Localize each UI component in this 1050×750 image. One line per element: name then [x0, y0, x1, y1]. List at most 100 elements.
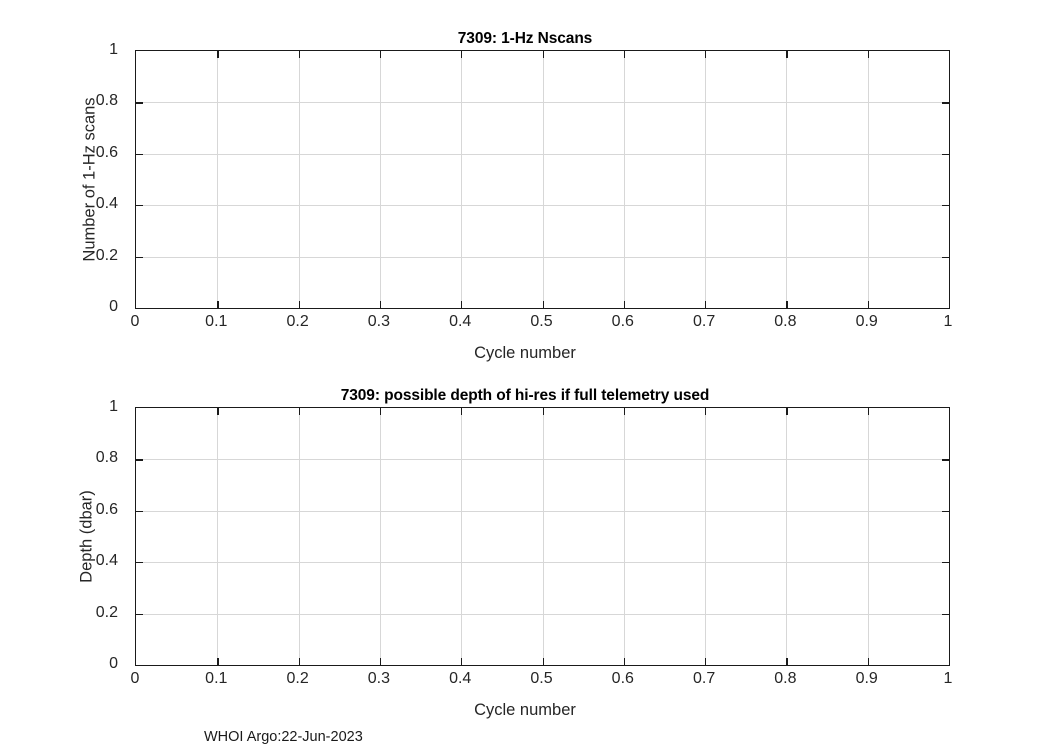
y-tick-mark — [136, 613, 143, 615]
gridline-vertical — [623, 408, 625, 665]
subplot-2-plot-area — [135, 407, 950, 666]
y-tick-mark — [136, 205, 143, 207]
y-tick-label: 0 — [109, 298, 118, 315]
y-tick-mark — [136, 562, 143, 564]
subplot-1-y-tick-labels: 0 0.2 0.4 0.6 0.8 1 — [0, 41, 128, 315]
gridline-horizontal — [136, 256, 949, 258]
x-tick-label: 0.3 — [367, 313, 391, 330]
gridline-vertical — [867, 51, 869, 308]
y-tick-mark — [942, 562, 949, 564]
x-tick-mark — [786, 408, 788, 415]
gridline-vertical — [542, 408, 544, 665]
y-tick-mark — [942, 153, 949, 156]
gridline-vertical — [461, 408, 463, 665]
gridline-horizontal — [136, 562, 949, 564]
x-tick-label: 0.1 — [205, 313, 228, 330]
gridline-vertical — [298, 408, 300, 665]
x-tick-label: 0.2 — [286, 313, 309, 330]
x-tick-mark — [542, 658, 544, 665]
x-tick-mark — [786, 51, 788, 58]
x-tick-mark — [705, 51, 707, 58]
gridline-vertical — [867, 408, 869, 665]
x-tick-mark — [867, 301, 869, 308]
gridline-vertical — [705, 51, 707, 308]
x-tick-mark — [298, 51, 300, 58]
y-tick-label: 0.4 — [95, 195, 118, 213]
subplot-2-title: 7309: possible depth of hi-res if full t… — [340, 387, 710, 404]
x-tick-label: 0.3 — [367, 670, 391, 687]
subplot-2-x-tick-labels: 0 0.1 0.2 0.3 0.4 0.5 0.6 0.7 0.8 0.9 1 — [131, 670, 953, 692]
subplot-nscans: 7309: 1-Hz Nscans 0 0.1 0.2 0.3 0.4 0.5 0.6 0.7… — [0, 30, 953, 362]
gridline-horizontal — [136, 102, 949, 104]
x-tick-mark — [461, 301, 463, 308]
gridline-horizontal — [136, 205, 949, 207]
x-tick-mark — [623, 408, 626, 415]
gridline-horizontal — [136, 459, 949, 461]
subplot-1-x-tick-labels: 0 0.1 0.2 0.3 0.4 0.5 0.6 0.7 0.8 0.9 1 — [131, 313, 953, 335]
gridline-vertical — [542, 51, 544, 308]
x-tick-mark — [786, 301, 788, 308]
subplot-1-title: 7309: 1-Hz Nscans — [457, 30, 593, 47]
x-tick-label: 0 — [130, 313, 140, 330]
gridline-vertical — [786, 408, 788, 665]
x-tick-mark — [217, 51, 219, 58]
x-tick-label: 0.7 — [692, 313, 716, 330]
subplot-2-x-axis-label: Cycle number — [474, 701, 576, 719]
x-tick-label: 0.6 — [611, 670, 634, 687]
x-tick-label: 1 — [943, 670, 953, 687]
x-tick-mark — [379, 301, 382, 308]
x-tick-mark — [867, 658, 869, 665]
x-tick-label: 0.2 — [286, 670, 309, 687]
gridline-vertical — [786, 51, 788, 308]
subplot-2-y-tick-labels: 0 0.2 0.4 0.6 0.8 1 — [0, 398, 128, 672]
x-tick-mark — [379, 51, 382, 58]
y-tick-label: 0.6 — [95, 500, 118, 518]
x-tick-mark — [461, 408, 463, 415]
x-tick-label: 0.5 — [530, 670, 553, 687]
gridline-vertical — [705, 408, 707, 665]
subplot-1-plot-area — [135, 50, 950, 309]
x-tick-mark — [623, 301, 626, 308]
x-tick-label: 0.4 — [449, 670, 472, 687]
x-tick-mark — [542, 408, 544, 415]
y-tick-label: 0.2 — [95, 246, 118, 264]
y-tick-mark — [942, 510, 949, 513]
x-tick-mark — [623, 658, 626, 665]
gridline-horizontal — [136, 613, 949, 615]
x-tick-mark — [217, 408, 219, 415]
gridline-vertical — [623, 51, 625, 308]
x-tick-mark — [379, 658, 382, 665]
y-tick-label: 0.6 — [95, 143, 118, 161]
gridline-vertical — [461, 51, 463, 308]
x-tick-mark — [379, 408, 382, 415]
x-tick-label: 0 — [130, 670, 140, 687]
gridline-horizontal — [136, 153, 949, 155]
y-tick-mark — [136, 102, 143, 104]
y-tick-label: 1 — [109, 41, 118, 58]
subplot-1-x-axis-label: Cycle number — [474, 344, 576, 362]
x-tick-label: 1 — [943, 313, 953, 330]
x-tick-mark — [461, 51, 463, 58]
x-tick-label: 0.4 — [449, 313, 472, 330]
figure-footer-note: WHOI Argo:22-Jun-2023 — [204, 729, 363, 745]
y-tick-mark — [136, 459, 143, 461]
x-tick-mark — [298, 408, 300, 415]
x-tick-label: 0.9 — [855, 313, 878, 330]
y-tick-mark — [942, 256, 949, 258]
x-tick-label: 0.8 — [774, 313, 797, 330]
subplot-1-y-axis-label: Number of 1-Hz scans — [80, 97, 99, 262]
x-tick-label: 0.5 — [530, 313, 553, 330]
x-tick-mark — [542, 301, 544, 308]
y-tick-label: 1 — [109, 398, 118, 415]
x-tick-mark — [705, 408, 707, 415]
gridline-horizontal — [136, 510, 949, 512]
x-tick-mark — [705, 301, 707, 308]
y-tick-mark — [942, 102, 949, 104]
x-tick-mark — [542, 51, 544, 58]
x-tick-mark — [217, 658, 219, 665]
x-tick-mark — [461, 658, 463, 665]
subplot-2-y-axis-label: Depth (dbar) — [77, 490, 96, 583]
subplot-depth: 7309: possible depth of hi-res if full t… — [0, 357, 1050, 750]
gridline-vertical — [298, 51, 300, 308]
x-tick-label: 0.8 — [774, 670, 797, 687]
